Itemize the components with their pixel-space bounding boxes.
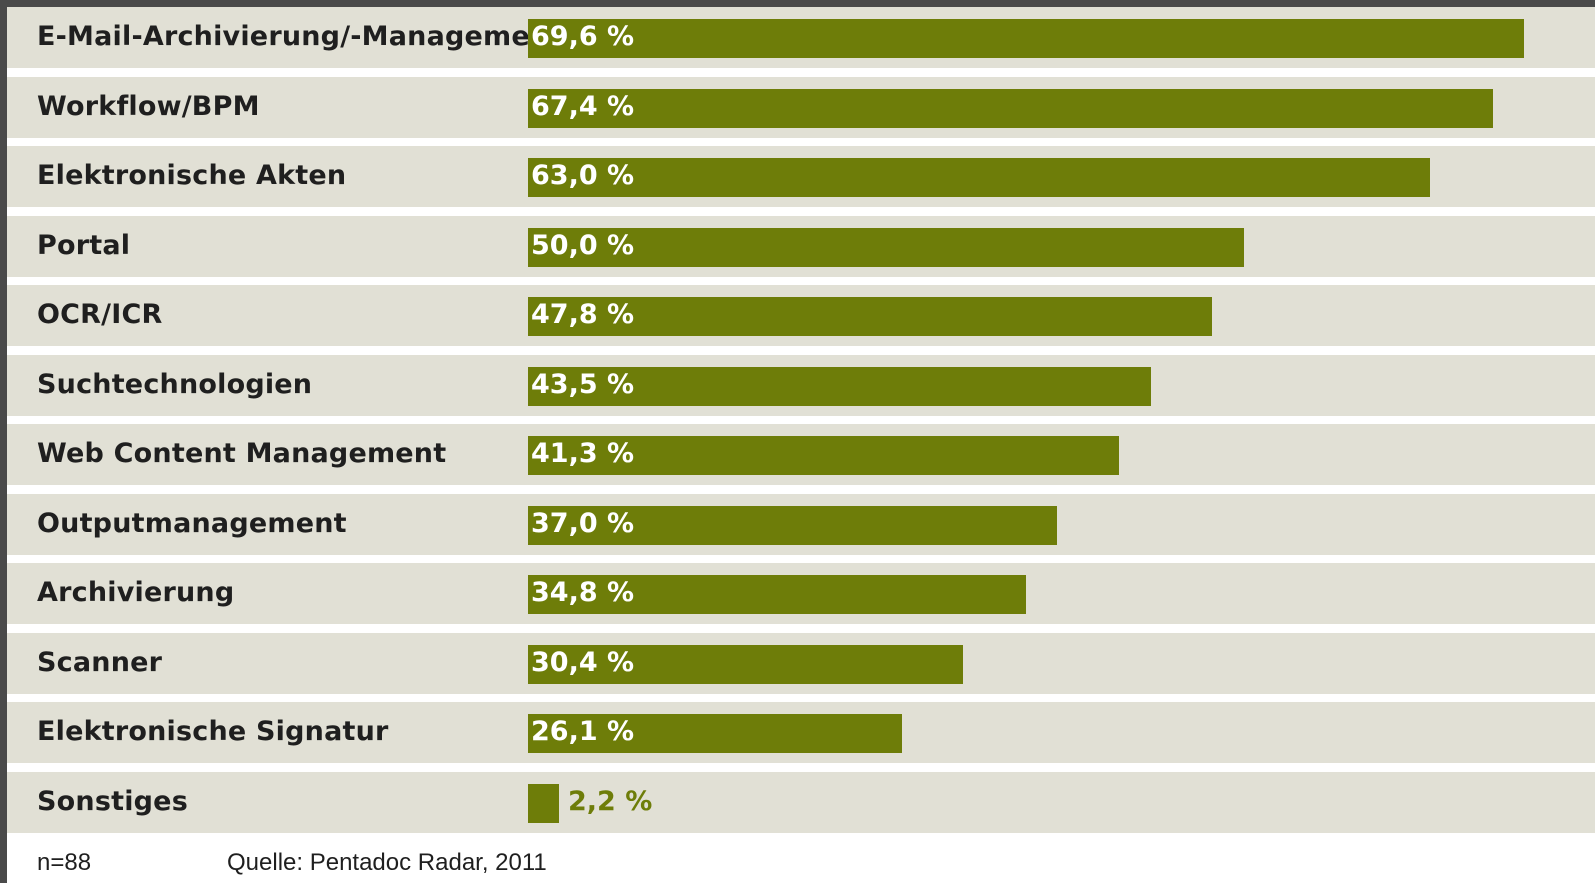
chart-footer: n=88 Quelle: Pentadoc Radar, 2011	[7, 847, 1595, 883]
category-label: Elektronische Akten	[37, 160, 347, 191]
bar-chart: E-Mail-Archivierung/-Management 69,6 % Wor…	[7, 7, 1595, 883]
chart-row: Portal 50,0 %	[7, 216, 1595, 277]
bar-value-label: 26,1 %	[531, 716, 635, 747]
category-label: Suchtechnologien	[37, 369, 313, 400]
category-label: E-Mail-Archivierung/-Management	[37, 21, 563, 52]
sample-size-note: n=88	[37, 849, 92, 876]
bar-value-label: 69,6 %	[531, 21, 635, 52]
bar	[528, 19, 1524, 58]
bar-value-label: 37,0 %	[531, 508, 635, 539]
bar-value-label: 30,4 %	[531, 647, 635, 678]
bar-value-label: 47,8 %	[531, 299, 635, 330]
bar-value-label: 43,5 %	[531, 369, 635, 400]
bar	[528, 645, 963, 684]
bar-value-label: 34,8 %	[531, 577, 635, 608]
chart-row: OCR/ICR 47,8 %	[7, 285, 1595, 346]
category-label: Sonstiges	[37, 786, 188, 817]
bar	[528, 158, 1430, 197]
chart-row: Suchtechnologien 43,5 %	[7, 355, 1595, 416]
category-label: Elektronische Signatur	[37, 716, 389, 747]
bar	[528, 575, 1026, 614]
bar	[528, 89, 1493, 128]
chart-row: Sonstiges 2,2 %	[7, 772, 1595, 833]
category-label: OCR/ICR	[37, 299, 163, 330]
source-note: Quelle: Pentadoc Radar, 2011	[227, 849, 547, 876]
chart-row: Scanner 30,4 %	[7, 633, 1595, 694]
bar	[528, 297, 1212, 336]
chart-row: E-Mail-Archivierung/-Management 69,6 %	[7, 7, 1595, 68]
bar-value-label: 63,0 %	[531, 160, 635, 191]
bar	[528, 714, 902, 753]
bar	[528, 228, 1244, 267]
bar-value-label: 2,2 %	[568, 786, 653, 817]
category-label: Web Content Management	[37, 438, 447, 469]
bar-value-label: 50,0 %	[531, 230, 635, 261]
category-label: Archivierung	[37, 577, 235, 608]
bar	[528, 436, 1119, 475]
category-label: Portal	[37, 230, 131, 261]
bar	[528, 506, 1057, 545]
chart-row: Workflow/BPM 67,4 %	[7, 77, 1595, 138]
bar	[528, 367, 1151, 406]
category-label: Outputmanagement	[37, 508, 347, 539]
chart-row: Web Content Management 41,3 %	[7, 424, 1595, 485]
bar-value-label: 67,4 %	[531, 91, 635, 122]
category-label: Workflow/BPM	[37, 91, 260, 122]
chart-row: Archivierung 34,8 %	[7, 563, 1595, 624]
chart-row: Elektronische Akten 63,0 %	[7, 146, 1595, 207]
chart-row: Elektronische Signatur 26,1 %	[7, 702, 1595, 763]
chart-row: Outputmanagement 37,0 %	[7, 494, 1595, 555]
bar	[528, 784, 559, 823]
bar-value-label: 41,3 %	[531, 438, 635, 469]
category-label: Scanner	[37, 647, 163, 678]
